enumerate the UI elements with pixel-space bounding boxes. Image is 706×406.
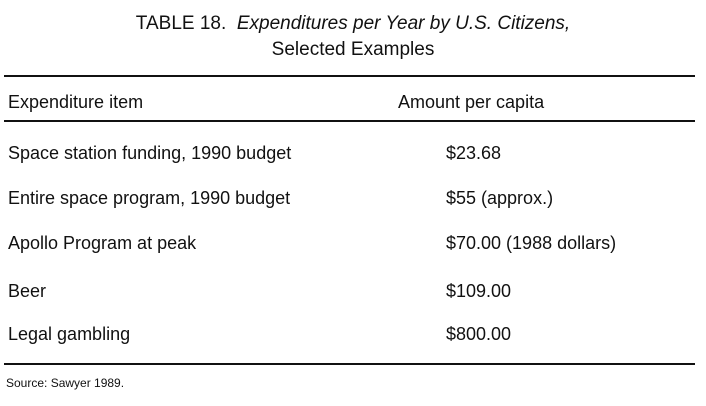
table-row: Space station funding, 1990 budget $23.6… [0, 142, 706, 166]
row-amount: $55 (approx.) [446, 188, 554, 208]
table-row: Beer $109.00 [0, 280, 706, 304]
header-rule [4, 120, 695, 122]
row-item: Legal gambling [8, 324, 131, 344]
row-item: Beer [8, 281, 47, 301]
top-rule [4, 75, 695, 77]
row-item: Space station funding, 1990 budget [8, 143, 292, 163]
row-amount: $800.00 [446, 324, 512, 344]
table-caption-line-1: TABLE 18. Expenditures per Year by U.S. … [0, 12, 706, 36]
table-title: Expenditures per Year by U.S. Citizens, [236, 13, 571, 34]
column-header-amount: Amount per capita [398, 92, 545, 112]
row-amount: $109.00 [446, 281, 512, 301]
table-number: TABLE 18. [135, 13, 227, 34]
table-row: Legal gambling $800.00 [0, 323, 706, 347]
row-item: Apollo Program at peak [8, 233, 197, 253]
column-header-item: Expenditure item [8, 92, 144, 112]
table-row: Apollo Program at peak $70.00 (1988 doll… [0, 232, 706, 256]
table-title-continued: Selected Examples [271, 39, 435, 60]
row-item: Entire space program, 1990 budget [8, 188, 291, 208]
row-amount: $23.68 [446, 143, 502, 163]
source-note: Source: Sawyer 1989. [6, 376, 125, 390]
table-row: Entire space program, 1990 budget $55 (a… [0, 187, 706, 211]
row-amount: $70.00 (1988 dollars) [446, 233, 617, 253]
bottom-rule [4, 363, 695, 365]
